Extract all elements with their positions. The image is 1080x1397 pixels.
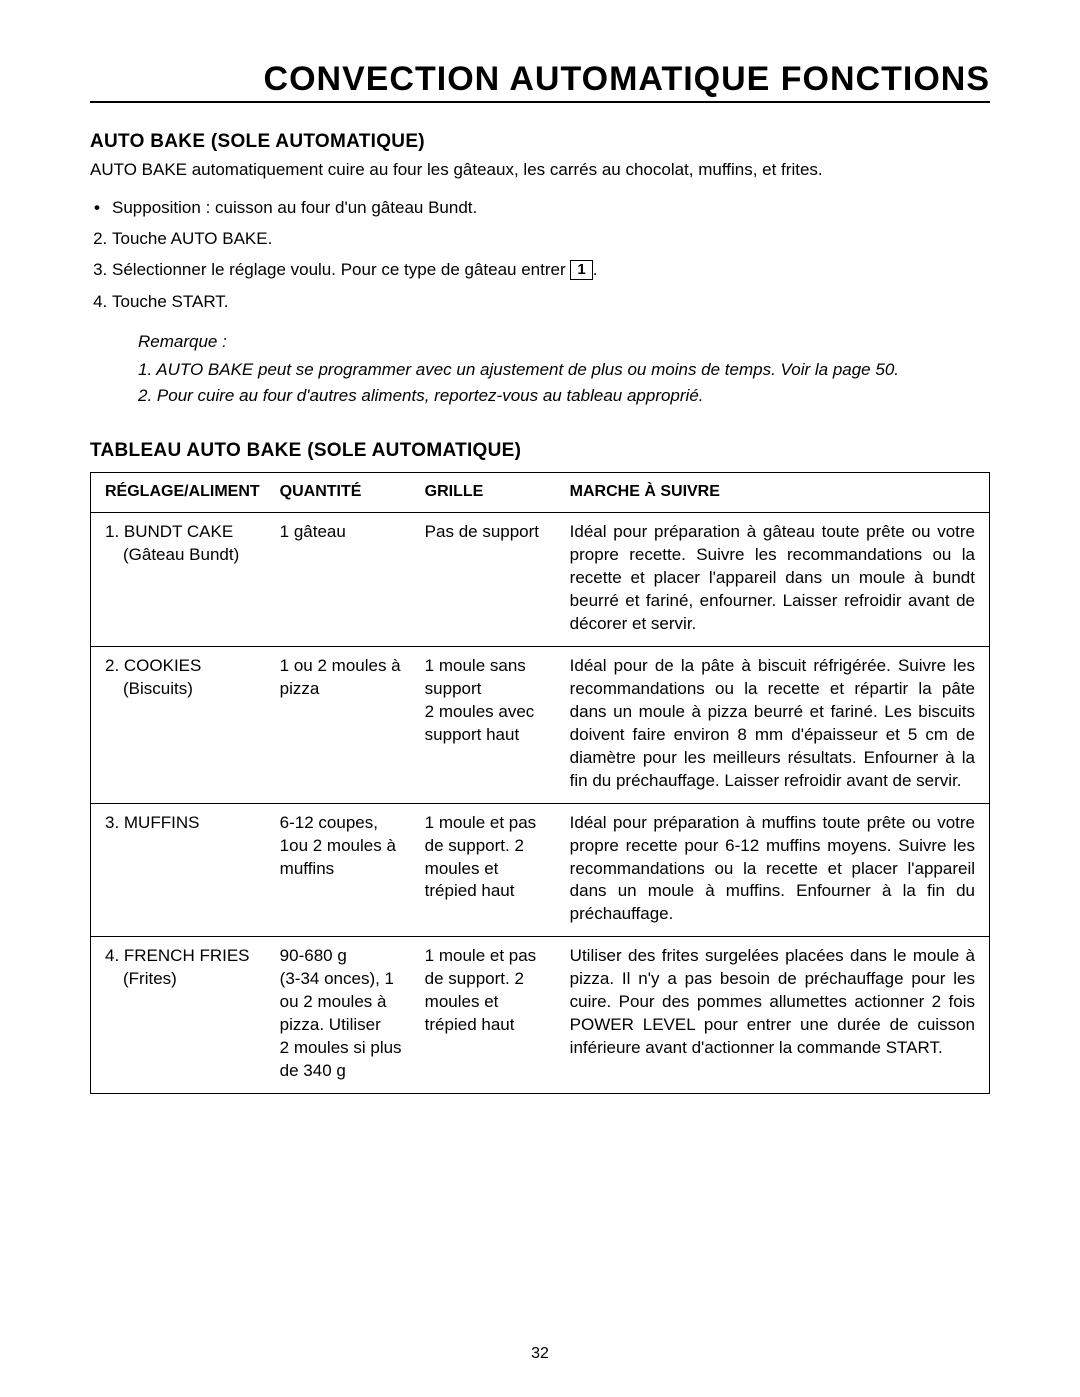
cell-quantite: 6-12 coupes, 1ou 2 moules à muffins bbox=[270, 803, 415, 937]
page-number: 32 bbox=[0, 1345, 1080, 1363]
cell-reglage: 1. BUNDT CAKE (Gâteau Bundt) bbox=[91, 513, 270, 647]
reglage-main: 3. MUFFINS bbox=[105, 813, 199, 832]
cell-quantite: 90-680 g(3-34 onces), 1 ou 2 moules à pi… bbox=[270, 937, 415, 1094]
table-row: 1. BUNDT CAKE (Gâteau Bundt) 1 gâteau Pa… bbox=[91, 513, 990, 647]
cell-reglage: 3. MUFFINS bbox=[91, 803, 270, 937]
step-supposition: Supposition : cuisson au four d'un gâtea… bbox=[112, 194, 990, 221]
step-2-post: . bbox=[593, 260, 598, 279]
table-row: 4. FRENCH FRIES (Frites) 90-680 g(3-34 o… bbox=[91, 937, 990, 1094]
intro-text: AUTO BAKE automatiquement cuire au four … bbox=[90, 159, 990, 182]
step-1: Touche AUTO BAKE. bbox=[112, 225, 990, 252]
manual-page: CONVECTION AUTOMATIQUE FONCTIONS AUTO BA… bbox=[0, 0, 1080, 1397]
cell-marche: Idéal pour préparation à gâteau toute pr… bbox=[560, 513, 990, 647]
section-title-autobake: AUTO BAKE (SOLE AUTOMATIQUE) bbox=[90, 131, 990, 153]
autobake-table: RÉGLAGE/ALIMENT QUANTITÉ GRILLE MARCHE À… bbox=[90, 472, 990, 1094]
cell-quantite: 1 gâteau bbox=[270, 513, 415, 647]
cell-marche: Idéal pour préparation à muffins toute p… bbox=[560, 803, 990, 937]
title-rule: CONVECTION AUTOMATIQUE FONCTIONS bbox=[90, 60, 990, 103]
cell-grille: 1 moule et pas de support. 2 moules et t… bbox=[415, 937, 560, 1094]
remark-2: 2. Pour cuire au four d'autres aliments,… bbox=[138, 383, 990, 409]
cell-grille: Pas de support bbox=[415, 513, 560, 647]
page-title: CONVECTION AUTOMATIQUE FONCTIONS bbox=[170, 60, 990, 99]
table-header-row: RÉGLAGE/ALIMENT QUANTITÉ GRILLE MARCHE À… bbox=[91, 472, 990, 513]
remarks-block: Remarque : 1. AUTO BAKE peut se programm… bbox=[90, 329, 990, 410]
reglage-sub: (Gâteau Bundt) bbox=[105, 544, 260, 567]
cell-grille: 1 moule sans support2 moules avec suppor… bbox=[415, 647, 560, 804]
reglage-sub: (Biscuits) bbox=[105, 678, 260, 701]
table-row: 2. COOKIES (Biscuits) 1 ou 2 moules à pi… bbox=[91, 647, 990, 804]
cell-reglage: 2. COOKIES (Biscuits) bbox=[91, 647, 270, 804]
steps-list: Supposition : cuisson au four d'un gâtea… bbox=[90, 194, 990, 315]
reglage-main: 1. BUNDT CAKE bbox=[105, 522, 233, 541]
cell-marche: Idéal pour de la pâte à biscuit réfrigér… bbox=[560, 647, 990, 804]
reglage-main: 4. FRENCH FRIES bbox=[105, 946, 250, 965]
col-header-grille: GRILLE bbox=[415, 472, 560, 513]
step-3: Touche START. bbox=[112, 288, 990, 315]
table-title: TABLEAU AUTO BAKE (SOLE AUTOMATIQUE) bbox=[90, 440, 990, 462]
cell-quantite: 1 ou 2 moules à pizza bbox=[270, 647, 415, 804]
col-header-reglage: RÉGLAGE/ALIMENT bbox=[91, 472, 270, 513]
reglage-sub: (Frites) bbox=[105, 968, 260, 991]
remark-1: 1. AUTO BAKE peut se programmer avec un … bbox=[138, 357, 990, 383]
reglage-main: 2. COOKIES bbox=[105, 656, 201, 675]
col-header-marche: MARCHE À SUIVRE bbox=[560, 472, 990, 513]
table-row: 3. MUFFINS 6-12 coupes, 1ou 2 moules à m… bbox=[91, 803, 990, 937]
cell-reglage: 4. FRENCH FRIES (Frites) bbox=[91, 937, 270, 1094]
cell-marche: Utiliser des frites surgelées placées da… bbox=[560, 937, 990, 1094]
col-header-quantite: QUANTITÉ bbox=[270, 472, 415, 513]
step-2-pre: Sélectionner le réglage voulu. Pour ce t… bbox=[112, 260, 570, 279]
remarks-label: Remarque : bbox=[138, 329, 990, 355]
step-2: Sélectionner le réglage voulu. Pour ce t… bbox=[112, 256, 990, 283]
cell-grille: 1 moule et pas de support. 2 moules et t… bbox=[415, 803, 560, 937]
key-1-icon: 1 bbox=[570, 260, 592, 280]
